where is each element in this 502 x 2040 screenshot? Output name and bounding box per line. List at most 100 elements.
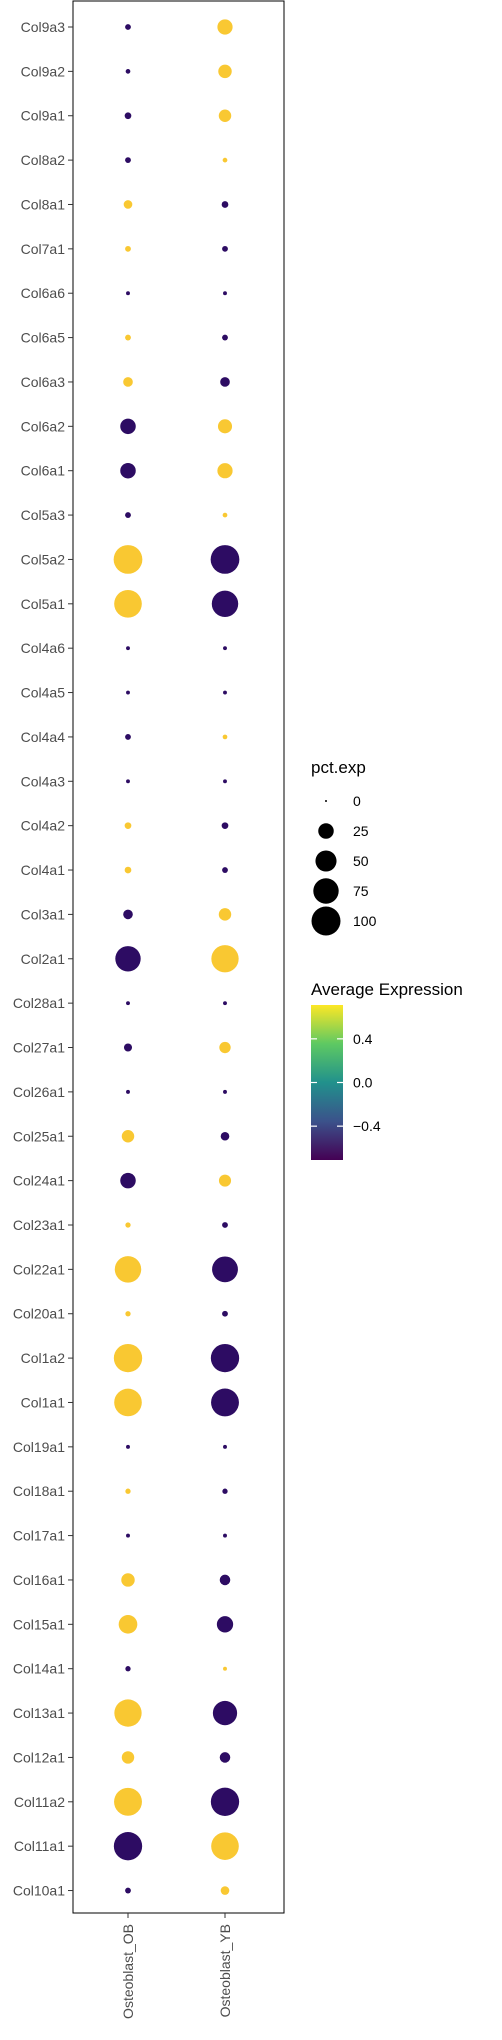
dot-Col22a1-Osteoblast_OB: [114, 1256, 142, 1283]
size-legend: pct.exp 0 25 50 75 100: [311, 758, 377, 936]
y-tick-label: Col14a1: [13, 1661, 65, 1677]
dot-Col12a1-Osteoblast_YB: [219, 1752, 231, 1763]
y-tick-label: Col16a1: [13, 1572, 65, 1588]
dot-Col9a1-Osteoblast_YB: [218, 109, 232, 122]
dot-Col13a1-Osteoblast_OB: [114, 1699, 142, 1727]
color-legend: Average Expression 0.4 0.0 −0.4: [311, 980, 463, 1160]
y-tick-label: Col3a1: [21, 906, 66, 922]
dot-Col16a1-Osteoblast_YB: [219, 1574, 231, 1586]
y-tick-label: Col9a3: [21, 19, 66, 35]
y-tick-label: Col5a3: [21, 507, 66, 523]
y-tick-label: Col4a1: [21, 862, 66, 878]
dot-Col11a2-Osteoblast_OB: [114, 1787, 142, 1816]
dot-Col19a1-Osteoblast_OB: [126, 1444, 130, 1449]
size-legend-label: 100: [353, 913, 377, 929]
dot-Col2a1-Osteoblast_OB: [115, 946, 141, 972]
size-legend-dot: [311, 906, 341, 936]
y-tick-label: Col1a1: [21, 1394, 66, 1410]
dot-Col28a1-Osteoblast_OB: [126, 1001, 130, 1006]
dot-Col11a1-Osteoblast_OB: [113, 1832, 143, 1861]
y-tick-label: Col6a3: [21, 374, 66, 390]
dot-Col4a4-Osteoblast_YB: [222, 734, 228, 740]
y-tick-label: Col4a6: [21, 640, 66, 656]
dot-Col26a1-Osteoblast_OB: [126, 1089, 130, 1094]
dot-Col6a6-Osteoblast_YB: [223, 291, 227, 296]
y-axis: Col9a3 Col9a2 Col9a1 Col8a2 Col8a1 Col7a1 Col6…: [13, 19, 73, 1899]
dot-Col5a1-Osteoblast_OB: [114, 590, 142, 618]
dot-Col8a2-Osteoblast_YB: [222, 157, 228, 163]
y-tick-label: Col11a2: [14, 1794, 65, 1810]
dot-Col20a1-Osteoblast_YB: [222, 1310, 228, 1317]
y-tick-label: Col5a2: [21, 551, 66, 567]
dot-Col20a1-Osteoblast_OB: [125, 1311, 131, 1317]
dot-Col22a1-Osteoblast_YB: [212, 1256, 238, 1283]
x-axis: Osteoblast_OB Osteoblast_YB: [120, 1913, 233, 2019]
color-tick-label: 0.0: [353, 1075, 373, 1091]
dot-Col25a1-Osteoblast_YB: [220, 1131, 230, 1141]
y-tick-label: Col2a1: [21, 951, 66, 967]
dot-Col6a2-Osteoblast_YB: [217, 419, 233, 434]
size-legend-label: 25: [353, 823, 369, 839]
dot-Col1a2-Osteoblast_OB: [113, 1343, 143, 1373]
points-layer: [113, 19, 240, 1895]
dot-Col9a2-Osteoblast_OB: [125, 69, 131, 74]
y-tick-label: Col22a1: [13, 1261, 65, 1277]
y-tick-label: Col24a1: [13, 1173, 65, 1189]
y-tick-label: Col27a1: [13, 1040, 65, 1056]
dot-Col8a2-Osteoblast_OB: [125, 157, 131, 164]
size-legend-dot: [313, 878, 339, 904]
size-legend-dot: [318, 823, 334, 839]
dot-Col14a1-Osteoblast_OB: [125, 1666, 131, 1672]
size-legend-dot: [325, 800, 327, 802]
dot-Col6a5-Osteoblast_YB: [222, 334, 228, 341]
dot-Col4a1-Osteoblast_OB: [124, 866, 132, 874]
y-tick-label: Col1a2: [21, 1350, 66, 1366]
y-tick-label: Col20a1: [13, 1306, 65, 1322]
size-legend-title: pct.exp: [311, 758, 366, 777]
dot-Col14a1-Osteoblast_YB: [223, 1666, 227, 1671]
color-legend-title: Average Expression: [311, 980, 463, 999]
dot-Col28a1-Osteoblast_YB: [223, 1001, 227, 1006]
dot-Col3a1-Osteoblast_OB: [123, 909, 133, 920]
y-tick-label: Col5a1: [21, 596, 66, 612]
dot-Col6a3-Osteoblast_OB: [123, 377, 133, 387]
y-tick-label: Col12a1: [13, 1749, 65, 1765]
y-tick-label: Col4a5: [21, 685, 66, 701]
size-legend-label: 0: [353, 793, 361, 809]
dot-Col24a1-Osteoblast_YB: [218, 1174, 232, 1187]
y-tick-label: Col4a2: [21, 818, 66, 834]
y-tick-label: Col8a1: [21, 196, 66, 212]
dot-Col6a2-Osteoblast_OB: [120, 418, 136, 435]
dot-Col5a3-Osteoblast_OB: [125, 512, 131, 518]
dot-Col4a6-Osteoblast_OB: [126, 646, 130, 651]
dot-Col5a2-Osteoblast_OB: [113, 545, 143, 574]
dot-Col6a1-Osteoblast_YB: [217, 463, 233, 479]
dot-Col24a1-Osteoblast_OB: [120, 1172, 136, 1189]
y-tick-label: Col8a2: [21, 152, 66, 168]
dot-Col18a1-Osteoblast_OB: [125, 1488, 131, 1494]
dot-Col11a2-Osteoblast_YB: [210, 1787, 240, 1816]
dot-Col5a2-Osteoblast_YB: [210, 545, 240, 574]
dot-Col9a3-Osteoblast_OB: [125, 24, 131, 30]
dot-Col4a3-Osteoblast_OB: [126, 779, 130, 784]
color-tick-label: −0.4: [353, 1118, 381, 1134]
y-tick-label: Col13a1: [13, 1705, 65, 1721]
dot-Col7a1-Osteoblast_OB: [125, 245, 131, 252]
dot-Col15a1-Osteoblast_OB: [118, 1615, 138, 1634]
dot-Col4a2-Osteoblast_OB: [124, 822, 132, 829]
dot-Col3a1-Osteoblast_YB: [218, 908, 232, 921]
dot-Col4a5-Osteoblast_YB: [223, 690, 227, 695]
dot-Col9a1-Osteoblast_OB: [124, 112, 132, 120]
dot-Col10a1-Osteoblast_OB: [125, 1887, 131, 1894]
dot-Col23a1-Osteoblast_YB: [222, 1222, 228, 1228]
dot-Col7a1-Osteoblast_YB: [222, 245, 228, 252]
dot-Col8a1-Osteoblast_YB: [221, 201, 229, 208]
dot-Col12a1-Osteoblast_OB: [121, 1751, 135, 1764]
y-tick-label: Col11a1: [14, 1838, 65, 1854]
dot-Col19a1-Osteoblast_YB: [223, 1444, 227, 1449]
dot-Col4a5-Osteoblast_OB: [126, 690, 130, 695]
x-tick-label: Osteoblast_YB: [217, 1924, 233, 2017]
y-tick-label: Col19a1: [13, 1439, 65, 1455]
dot-Col9a2-Osteoblast_YB: [218, 64, 232, 79]
